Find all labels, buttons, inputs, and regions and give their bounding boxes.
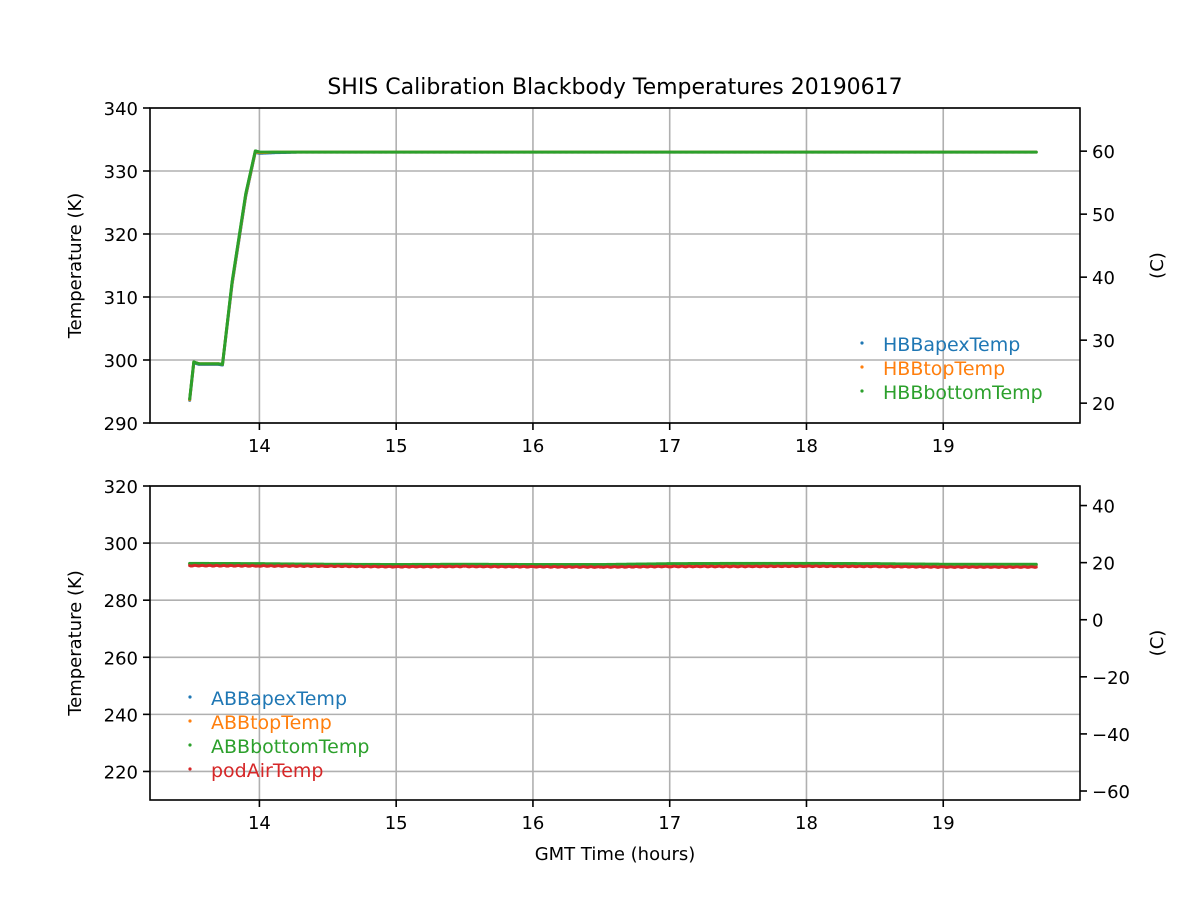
series-HBBbottomTemp — [188, 149, 1038, 401]
data-point — [1034, 150, 1038, 154]
right-y-axis-label: (C) — [1147, 252, 1168, 279]
y-tick-label: 300 — [104, 351, 138, 372]
legend-marker — [860, 389, 864, 393]
y-tick-label: 310 — [104, 288, 138, 309]
x-tick-label: 16 — [521, 436, 544, 457]
x-tick-label: 19 — [932, 436, 955, 457]
right-y-tick-label: 40 — [1092, 268, 1115, 289]
right-y-tick-label: 30 — [1092, 331, 1115, 352]
x-tick-label: 15 — [385, 436, 408, 457]
x-tick-label: 18 — [795, 436, 818, 457]
legend-entry: HBBbottomTemp — [883, 382, 1043, 404]
legend-marker — [860, 365, 864, 369]
y-tick-label: 330 — [104, 162, 138, 183]
x-tick-label: 17 — [658, 436, 681, 457]
chart-title: SHIS Calibration Blackbody Temperatures … — [327, 75, 902, 100]
y-axis-label: Temperature (K) — [65, 193, 86, 340]
right-y-tick-label: 20 — [1092, 394, 1115, 415]
y-tick-label: 340 — [104, 99, 138, 120]
legend-marker — [860, 341, 864, 345]
y-tick-label: 290 — [104, 414, 138, 435]
legend-entry: HBBtopTemp — [883, 358, 1005, 380]
right-y-tick-label: 50 — [1092, 205, 1115, 226]
legend-entry: HBBapexTemp — [883, 334, 1020, 356]
y-tick-label: 320 — [104, 225, 138, 246]
x-tick-label: 14 — [248, 436, 271, 457]
right-y-tick-label: 60 — [1092, 142, 1115, 163]
top-panel: 14 15 16 17 18 19 290 300 310 320 330 340 20 30 40 50 60… — [65, 75, 1168, 457]
